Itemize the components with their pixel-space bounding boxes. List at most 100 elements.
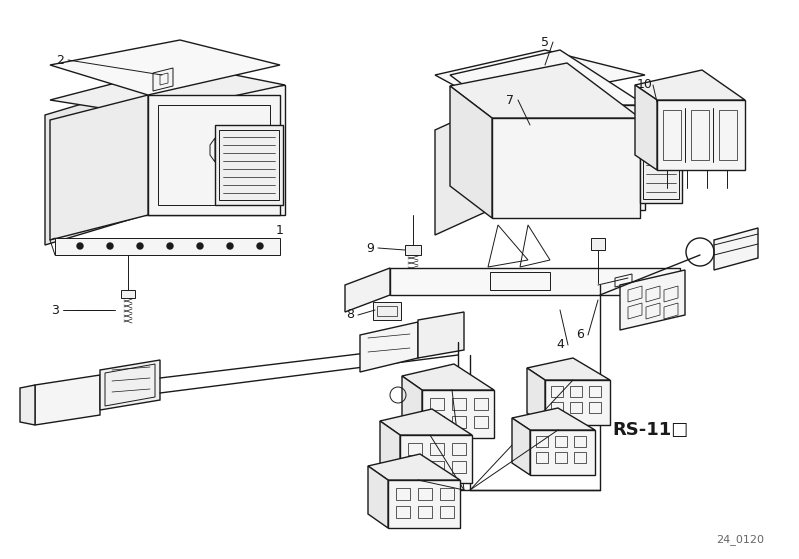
Bar bbox=[536, 436, 548, 447]
Polygon shape bbox=[390, 268, 680, 295]
Bar bbox=[640, 138, 682, 203]
Polygon shape bbox=[530, 430, 595, 475]
Polygon shape bbox=[380, 409, 472, 435]
Polygon shape bbox=[368, 454, 460, 480]
Polygon shape bbox=[418, 312, 464, 358]
Bar bbox=[418, 506, 432, 518]
Polygon shape bbox=[527, 358, 610, 380]
Polygon shape bbox=[512, 408, 595, 430]
Text: 4: 4 bbox=[556, 339, 564, 352]
Polygon shape bbox=[20, 385, 35, 425]
Circle shape bbox=[137, 243, 143, 249]
Polygon shape bbox=[145, 85, 285, 215]
Polygon shape bbox=[635, 70, 745, 100]
Polygon shape bbox=[100, 360, 160, 410]
Polygon shape bbox=[121, 290, 135, 298]
Text: 5: 5 bbox=[541, 36, 549, 49]
Bar bbox=[663, 110, 681, 160]
Polygon shape bbox=[153, 68, 173, 91]
Bar bbox=[408, 461, 422, 473]
Bar bbox=[440, 488, 454, 500]
Bar bbox=[440, 506, 454, 518]
Bar bbox=[441, 390, 470, 400]
Bar bbox=[219, 130, 279, 200]
Text: 6: 6 bbox=[576, 329, 584, 342]
Polygon shape bbox=[545, 380, 610, 425]
Polygon shape bbox=[50, 40, 280, 95]
Polygon shape bbox=[450, 50, 645, 105]
Bar bbox=[536, 452, 548, 463]
Bar bbox=[430, 398, 444, 410]
Bar bbox=[589, 386, 601, 397]
Text: 3: 3 bbox=[51, 304, 59, 316]
Bar bbox=[570, 386, 582, 397]
Text: 24_0120: 24_0120 bbox=[716, 534, 764, 546]
Text: 1: 1 bbox=[276, 224, 284, 236]
Bar bbox=[719, 110, 737, 160]
Polygon shape bbox=[527, 368, 545, 425]
Polygon shape bbox=[368, 466, 388, 528]
Polygon shape bbox=[714, 228, 758, 270]
Circle shape bbox=[77, 243, 83, 249]
Text: 10: 10 bbox=[637, 78, 653, 92]
Bar bbox=[377, 306, 397, 316]
Bar bbox=[452, 443, 466, 455]
Bar bbox=[691, 110, 709, 160]
Bar bbox=[551, 386, 563, 397]
Bar bbox=[396, 488, 410, 500]
Polygon shape bbox=[345, 268, 390, 312]
Text: 9: 9 bbox=[366, 241, 374, 254]
Polygon shape bbox=[405, 245, 421, 255]
Bar bbox=[643, 142, 679, 199]
Polygon shape bbox=[512, 418, 530, 475]
Text: 8: 8 bbox=[346, 309, 354, 321]
Polygon shape bbox=[50, 95, 148, 240]
Polygon shape bbox=[591, 238, 605, 250]
Polygon shape bbox=[148, 95, 280, 215]
Circle shape bbox=[227, 243, 233, 249]
Polygon shape bbox=[402, 376, 422, 438]
Polygon shape bbox=[400, 435, 472, 483]
Bar bbox=[438, 387, 473, 403]
Polygon shape bbox=[35, 375, 100, 425]
Text: 2: 2 bbox=[56, 54, 64, 67]
Bar bbox=[555, 452, 567, 463]
Bar bbox=[430, 443, 444, 455]
Polygon shape bbox=[435, 50, 645, 105]
Polygon shape bbox=[388, 480, 460, 528]
Bar bbox=[574, 452, 586, 463]
Circle shape bbox=[257, 243, 263, 249]
Bar bbox=[452, 416, 466, 428]
Circle shape bbox=[107, 243, 113, 249]
Bar bbox=[574, 436, 586, 447]
Polygon shape bbox=[422, 390, 494, 438]
Polygon shape bbox=[620, 270, 685, 330]
Polygon shape bbox=[55, 238, 280, 255]
Bar bbox=[490, 272, 550, 290]
Bar bbox=[373, 302, 401, 320]
Bar bbox=[474, 398, 488, 410]
Bar bbox=[452, 398, 466, 410]
Polygon shape bbox=[657, 100, 745, 170]
Polygon shape bbox=[450, 86, 492, 218]
Bar bbox=[430, 416, 444, 428]
Bar bbox=[555, 436, 567, 447]
Bar bbox=[418, 488, 432, 500]
Polygon shape bbox=[50, 65, 285, 115]
Polygon shape bbox=[492, 118, 640, 218]
Polygon shape bbox=[435, 105, 490, 235]
Bar bbox=[570, 402, 582, 413]
Polygon shape bbox=[635, 85, 657, 170]
Bar bbox=[215, 125, 283, 205]
Polygon shape bbox=[45, 85, 145, 245]
Text: RS-11□: RS-11□ bbox=[612, 421, 688, 439]
Bar bbox=[452, 461, 466, 473]
Text: 7: 7 bbox=[506, 93, 514, 107]
Bar bbox=[408, 443, 422, 455]
Bar bbox=[396, 506, 410, 518]
Bar bbox=[474, 416, 488, 428]
Bar bbox=[589, 402, 601, 413]
Polygon shape bbox=[450, 63, 640, 118]
Circle shape bbox=[167, 243, 173, 249]
Bar bbox=[430, 461, 444, 473]
